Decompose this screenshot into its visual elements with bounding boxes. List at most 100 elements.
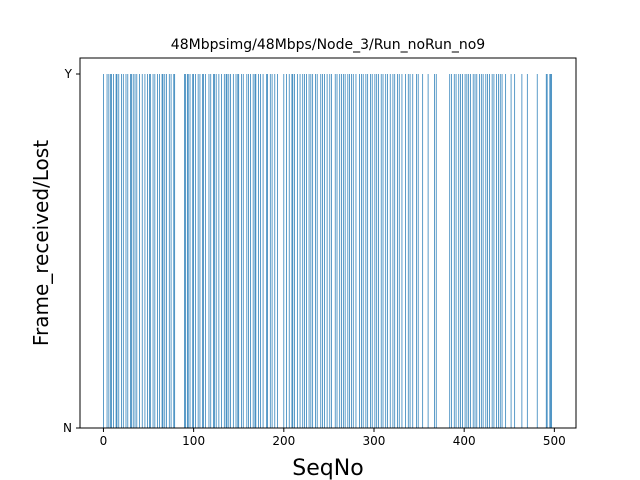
bar [451, 74, 452, 428]
bar [202, 74, 204, 428]
bar [489, 74, 490, 428]
bar [246, 74, 248, 428]
bar [152, 74, 154, 428]
chart-title: 48Mbpsimg/48Mbps/Node_3/Run_noRun_no9 [171, 37, 485, 53]
bar [487, 74, 488, 428]
bar [193, 74, 194, 428]
y-axis-ticks: NY [63, 67, 80, 435]
bar [362, 74, 364, 428]
bar [252, 74, 254, 428]
bar [412, 74, 414, 428]
bar [232, 74, 234, 428]
bar [479, 74, 480, 428]
bar [401, 74, 403, 428]
y-tick-label: Y [64, 67, 73, 81]
bar [162, 74, 164, 428]
bar [228, 74, 230, 428]
bar [213, 74, 214, 428]
x-tick-label: 200 [272, 434, 295, 448]
bar [111, 74, 112, 428]
bar [254, 74, 256, 428]
bar [468, 74, 470, 428]
bar [521, 74, 523, 428]
bar [331, 74, 332, 428]
bar [108, 74, 110, 428]
bar [157, 74, 158, 428]
bar [359, 74, 360, 428]
bar [288, 74, 290, 428]
bar [204, 74, 206, 428]
bar [482, 74, 484, 428]
bar [371, 74, 373, 428]
bar [505, 74, 507, 428]
bar [407, 74, 409, 428]
bar [449, 74, 451, 428]
bar [320, 74, 322, 428]
bar [329, 74, 331, 428]
bar [382, 74, 384, 428]
bar [355, 74, 357, 428]
bar [464, 74, 466, 428]
bar [347, 74, 349, 428]
bar [144, 74, 146, 428]
bar [304, 74, 305, 428]
bar [187, 74, 189, 428]
bar [168, 74, 170, 428]
bar [510, 74, 512, 428]
bar [545, 74, 547, 428]
bar [462, 74, 463, 428]
bar [476, 74, 478, 428]
bar [237, 74, 239, 428]
bar [501, 74, 503, 428]
bar [299, 74, 301, 428]
bar [376, 74, 378, 428]
bar [351, 74, 352, 428]
bar [324, 74, 325, 428]
bar [385, 74, 387, 428]
bar [341, 74, 342, 428]
bar [164, 74, 166, 428]
bar [147, 74, 148, 428]
bar [405, 74, 406, 428]
bar [498, 74, 499, 428]
bar [106, 74, 108, 428]
x-tick-label: 500 [543, 434, 566, 448]
bar [186, 74, 188, 428]
bar [349, 74, 350, 428]
bar [460, 74, 461, 428]
bar [242, 74, 244, 428]
bar [286, 74, 287, 428]
bar [149, 74, 151, 428]
bar [308, 74, 310, 428]
bar [474, 74, 476, 428]
bar [485, 74, 487, 428]
bar [344, 74, 346, 428]
bar [472, 74, 474, 428]
bar [361, 74, 362, 428]
bar [378, 74, 379, 428]
bar [159, 74, 160, 428]
bar [130, 74, 131, 428]
bar [127, 74, 129, 428]
bar [141, 74, 143, 428]
bar [409, 74, 411, 428]
x-axis-label: SeqNo [292, 456, 363, 480]
bar [549, 74, 551, 428]
bar [189, 74, 191, 428]
bar [514, 74, 516, 428]
bar [255, 74, 257, 428]
bar [315, 74, 316, 428]
bar [292, 74, 294, 428]
bar [326, 74, 328, 428]
bar [398, 74, 400, 428]
bar [235, 74, 237, 428]
bar [387, 74, 388, 428]
bar [291, 74, 293, 428]
bar [221, 74, 222, 428]
bar [250, 74, 251, 428]
bar [184, 74, 185, 428]
bar [546, 74, 548, 428]
bar [339, 74, 341, 428]
bar [296, 74, 298, 428]
bar [121, 74, 122, 428]
